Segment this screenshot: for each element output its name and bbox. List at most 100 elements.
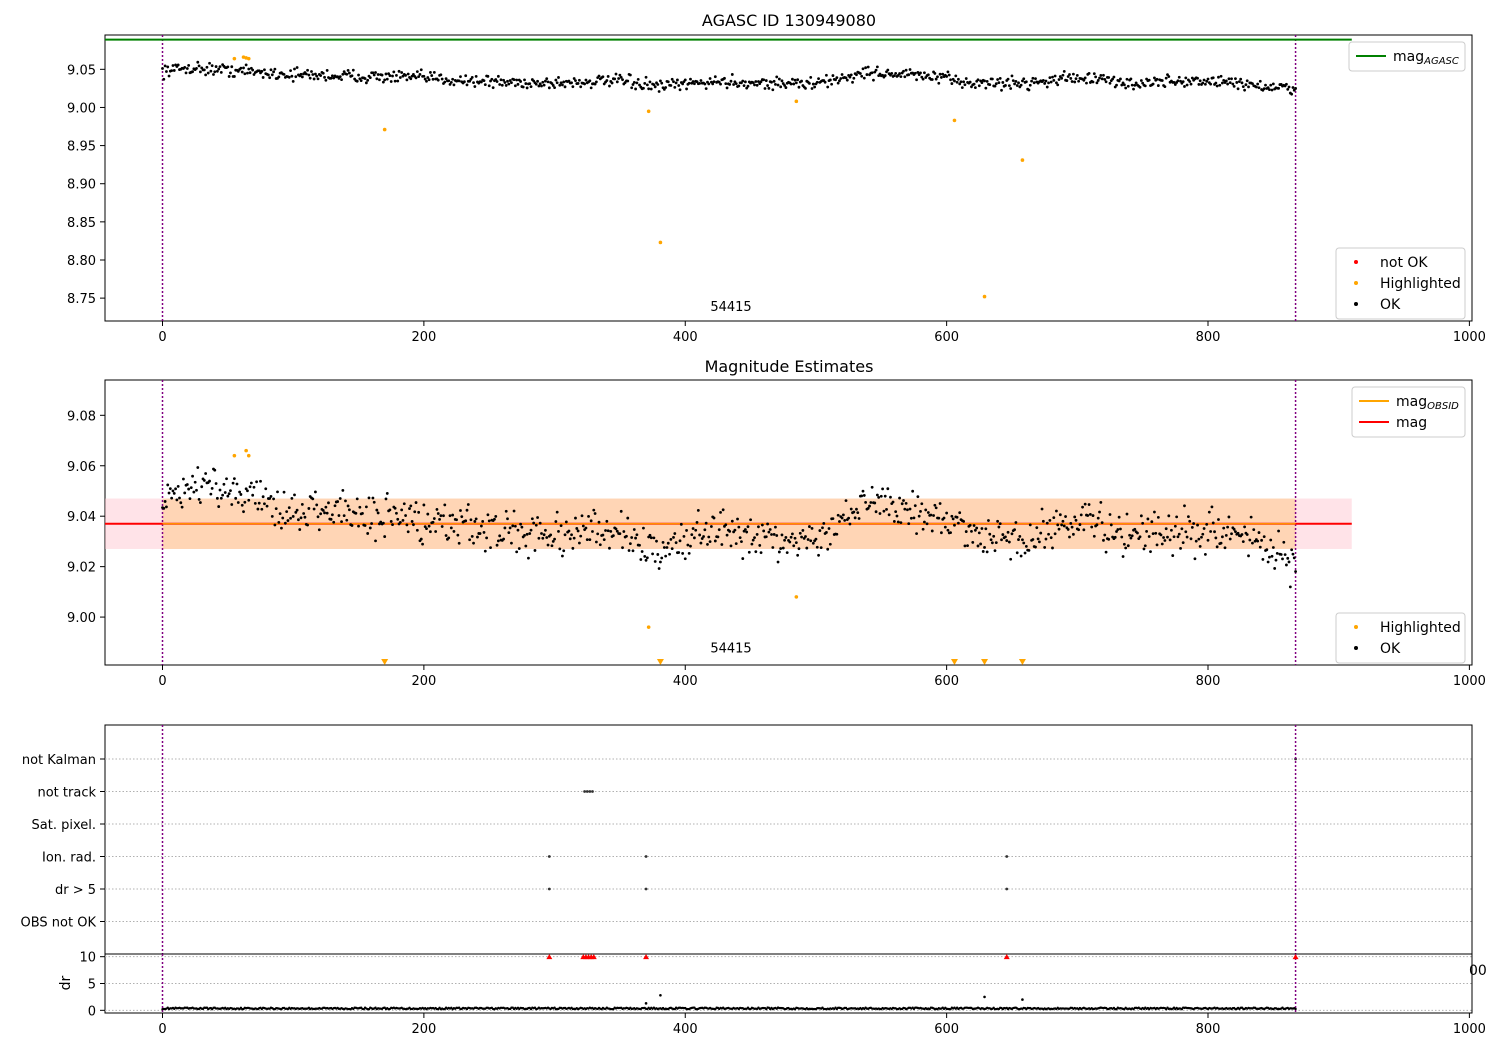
agasc-ok-point xyxy=(1104,80,1108,84)
agasc-ok-point xyxy=(474,75,478,78)
magnitude-ok-point xyxy=(162,506,166,510)
magnitude-ok-point xyxy=(235,482,239,486)
agasc-ok-point xyxy=(1021,79,1024,83)
magnitude-ok-point xyxy=(877,495,881,499)
magnitude-ok-point xyxy=(972,524,976,527)
magnitude-ok-point xyxy=(1017,538,1020,541)
agasc-ok-point xyxy=(319,74,323,77)
magnitude-ok-point xyxy=(930,529,934,533)
magnitude-ok-point xyxy=(1162,536,1165,539)
magnitude-ok-point xyxy=(508,526,512,530)
magnitude-ok-point xyxy=(470,534,474,538)
magnitude-ok-point xyxy=(1121,555,1125,558)
magnitude-ok-point xyxy=(975,526,979,530)
agasc-ok-point xyxy=(1075,73,1079,77)
agasc-ok-point xyxy=(610,81,614,85)
magnitude-ok-point xyxy=(852,510,856,514)
agasc-ok-point xyxy=(764,79,768,82)
agasc-ok-point xyxy=(1219,74,1223,78)
magnitude-ok-point xyxy=(996,519,1000,523)
magnitude-ok-point xyxy=(487,519,491,523)
agasc-status-legend-swatch xyxy=(1354,260,1358,264)
magnitude-ok-point xyxy=(1006,530,1010,534)
agasc-ok-point xyxy=(1019,83,1023,87)
agasc-ok-point xyxy=(1115,83,1118,87)
magnitude-ok-point xyxy=(980,527,984,530)
agasc-ok-point xyxy=(1094,75,1098,79)
agasc-ok-point xyxy=(529,85,533,89)
magnitude-ok-point xyxy=(214,482,218,485)
magnitude-ok-point xyxy=(468,538,472,542)
magnitude-ok-point xyxy=(917,514,921,518)
magnitude-ok-point xyxy=(227,492,231,496)
agasc-ok-point xyxy=(163,64,167,68)
agasc-ok-point xyxy=(963,83,967,87)
magnitude-ok-point xyxy=(1188,519,1192,523)
magnitude-ok-point xyxy=(1285,563,1288,567)
agasc-ok-point xyxy=(200,66,204,70)
agasc-ok-point xyxy=(449,81,453,84)
agasc-ok-point xyxy=(307,73,311,77)
agasc-ok-point xyxy=(791,77,794,81)
magnitude-ok-point xyxy=(1108,513,1112,516)
agasc-ok-point xyxy=(502,78,505,82)
magnitude-ok-point xyxy=(1275,551,1279,555)
magnitude-ok-point xyxy=(843,519,847,522)
agasc-ok-point xyxy=(541,80,545,84)
agasc-ok-point xyxy=(699,79,703,82)
agasc-ok-point xyxy=(808,82,811,85)
magnitude-ok-point xyxy=(465,508,469,512)
magnitude-ok-point xyxy=(280,526,283,530)
magnitude-ytick-label: 9.02 xyxy=(67,561,96,576)
magnitude-highlighted-point xyxy=(232,453,237,458)
agasc-ok-point xyxy=(915,78,918,82)
magnitude-ok-point xyxy=(1047,532,1050,536)
magnitude-ok-point xyxy=(664,554,668,558)
agasc-ok-point xyxy=(1103,78,1107,81)
magnitude-ok-point xyxy=(1292,556,1296,560)
magnitude-ok-point xyxy=(772,533,776,536)
magnitude-ok-point xyxy=(1116,528,1120,531)
magnitude-ok-point xyxy=(314,490,317,494)
magnitude-ok-point xyxy=(247,498,251,502)
agasc-ok-point xyxy=(670,77,674,81)
agasc-ok-point xyxy=(1133,83,1137,87)
magnitude-ok-point xyxy=(1100,521,1104,525)
agasc-ok-point xyxy=(1143,84,1147,88)
agasc-ok-point xyxy=(473,85,477,88)
agasc-ok-point xyxy=(1218,83,1222,87)
magnitude-ok-point xyxy=(174,487,177,491)
magnitude-ytick-label: 9.06 xyxy=(67,460,96,475)
agasc-plot-area: 8.75 8.80 8.85 8.90 8.95 9.00 9.05 0 200 400 600 80… xyxy=(67,35,1486,345)
agasc-ytick-label: 8.95 xyxy=(67,140,96,155)
agasc-ok-point xyxy=(324,78,328,82)
agasc-ok-point xyxy=(537,84,541,88)
agasc-ok-point xyxy=(1176,79,1180,83)
agasc-ok-point xyxy=(447,79,451,83)
magnitude-ok-point xyxy=(709,525,713,528)
agasc-ok-point xyxy=(1014,80,1018,83)
magnitude-status-legend-swatch xyxy=(1354,625,1358,629)
agasc-ok-point xyxy=(366,78,370,82)
magnitude-ok-point xyxy=(363,524,367,527)
magnitude-ok-point xyxy=(1022,541,1026,545)
agasc-ok-point xyxy=(1227,77,1231,81)
magnitude-ok-point xyxy=(758,544,762,547)
magnitude-ok-point xyxy=(1124,546,1128,550)
magnitude-ok-point xyxy=(968,523,972,527)
agasc-xtick-label: 0 xyxy=(158,330,166,345)
magnitude-ok-point xyxy=(882,509,886,513)
agasc-ok-point xyxy=(743,80,747,84)
magnitude-ok-point xyxy=(1217,518,1220,521)
magnitude-ok-point xyxy=(330,513,334,517)
agasc-ok-point xyxy=(167,74,171,78)
agasc-ok-point xyxy=(574,79,577,83)
magnitude-ok-point xyxy=(563,533,567,537)
agasc-ok-point xyxy=(988,83,992,87)
agasc-ok-point xyxy=(1181,80,1185,84)
magnitude-ok-point xyxy=(239,493,243,496)
agasc-ok-point xyxy=(357,73,360,77)
agasc-ok-point xyxy=(1270,88,1274,92)
magnitude-ok-point xyxy=(699,541,703,545)
magnitude-ok-point xyxy=(1048,519,1052,522)
